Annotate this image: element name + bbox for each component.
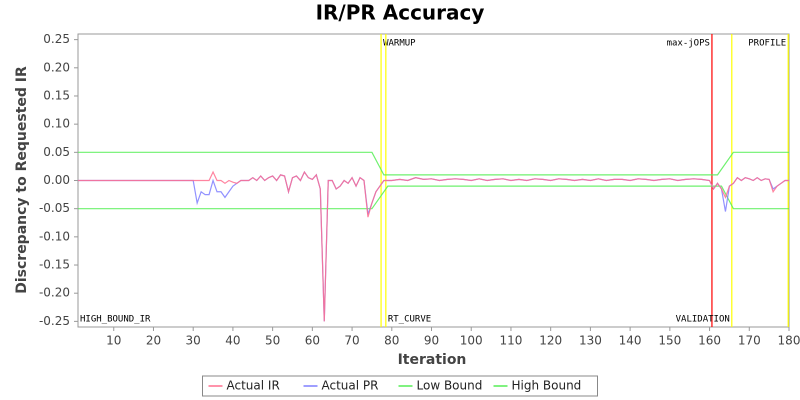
x-tick-label: 50 bbox=[265, 334, 280, 348]
series-line bbox=[78, 170, 789, 322]
marker-label: WARMUP bbox=[383, 39, 416, 49]
legend-label: Actual PR bbox=[322, 379, 379, 393]
x-tick-label: 130 bbox=[579, 334, 602, 348]
series-line bbox=[78, 185, 789, 210]
y-tick-label: -0.15 bbox=[39, 258, 70, 272]
x-tick-label: 180 bbox=[778, 334, 800, 348]
y-tick-label: -0.10 bbox=[39, 229, 70, 243]
x-tick-label: 30 bbox=[186, 334, 201, 348]
marker-label: VALIDATION bbox=[676, 315, 730, 325]
x-tick-label: 90 bbox=[424, 334, 439, 348]
x-tick-label: 60 bbox=[305, 334, 320, 348]
marker-label: HIGH_BOUND_IR bbox=[80, 315, 151, 325]
y-tick-label: -0.25 bbox=[39, 314, 70, 328]
y-tick-label: -0.05 bbox=[39, 201, 70, 215]
x-tick-label: 70 bbox=[344, 334, 359, 348]
chart-title: IR/PR Accuracy bbox=[316, 1, 485, 25]
y-tick-label: -0.20 bbox=[39, 286, 70, 300]
series-line bbox=[78, 151, 789, 176]
y-tick-label: 0.00 bbox=[43, 173, 70, 187]
x-tick-label: 10 bbox=[106, 334, 121, 348]
x-tick-label: 20 bbox=[146, 334, 161, 348]
legend-label: High Bound bbox=[512, 379, 582, 393]
x-tick-label: 150 bbox=[658, 334, 681, 348]
marker-label: max-jOPS bbox=[667, 39, 710, 49]
legend-label: Low Bound bbox=[417, 379, 483, 393]
legend-label: Actual IR bbox=[227, 379, 280, 393]
x-tick-label: 160 bbox=[698, 334, 721, 348]
plot-content: HIGH_BOUND_IR WARMUP RT_CURVE max-jOPS VALID… bbox=[78, 34, 789, 327]
y-tick-label: 0.20 bbox=[43, 60, 70, 74]
y-tick-label: 0.25 bbox=[43, 32, 70, 46]
x-tick-label: 110 bbox=[500, 334, 523, 348]
marker-label: PROFILE bbox=[748, 39, 786, 49]
x-tick-label: 80 bbox=[384, 334, 399, 348]
marker-label: RT_CURVE bbox=[388, 315, 431, 325]
x-axis-title: Iteration bbox=[398, 352, 467, 368]
x-tick-label: 170 bbox=[738, 334, 761, 348]
x-tick-label: 140 bbox=[619, 334, 642, 348]
y-tick-label: 0.15 bbox=[43, 88, 70, 102]
y-tick-label: 0.05 bbox=[43, 145, 70, 159]
y-axis-title: Discrepancy to Requested IR bbox=[14, 66, 30, 294]
x-tick-label: 40 bbox=[225, 334, 240, 348]
x-tick-label: 120 bbox=[539, 334, 562, 348]
y-tick-label: 0.10 bbox=[43, 117, 70, 131]
x-tick-label: 100 bbox=[460, 334, 483, 348]
